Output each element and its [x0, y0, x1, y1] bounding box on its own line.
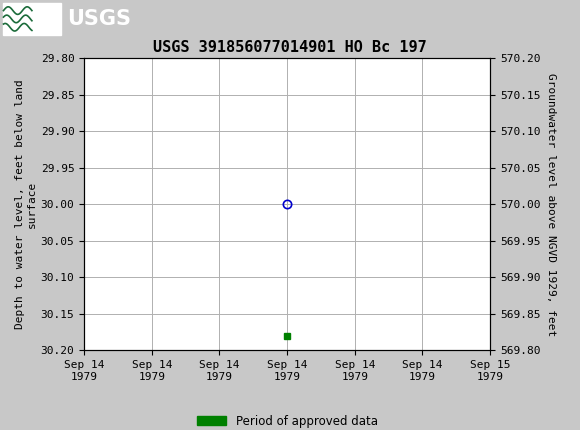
Text: USGS 391856077014901 HO Bc 197: USGS 391856077014901 HO Bc 197: [153, 40, 427, 55]
Y-axis label: Groundwater level above NGVD 1929, feet: Groundwater level above NGVD 1929, feet: [546, 73, 556, 336]
Legend: Period of approved data: Period of approved data: [192, 410, 382, 430]
Y-axis label: Depth to water level, feet below land
surface: Depth to water level, feet below land su…: [15, 80, 37, 329]
FancyBboxPatch shape: [3, 3, 61, 35]
Text: USGS: USGS: [67, 9, 130, 29]
